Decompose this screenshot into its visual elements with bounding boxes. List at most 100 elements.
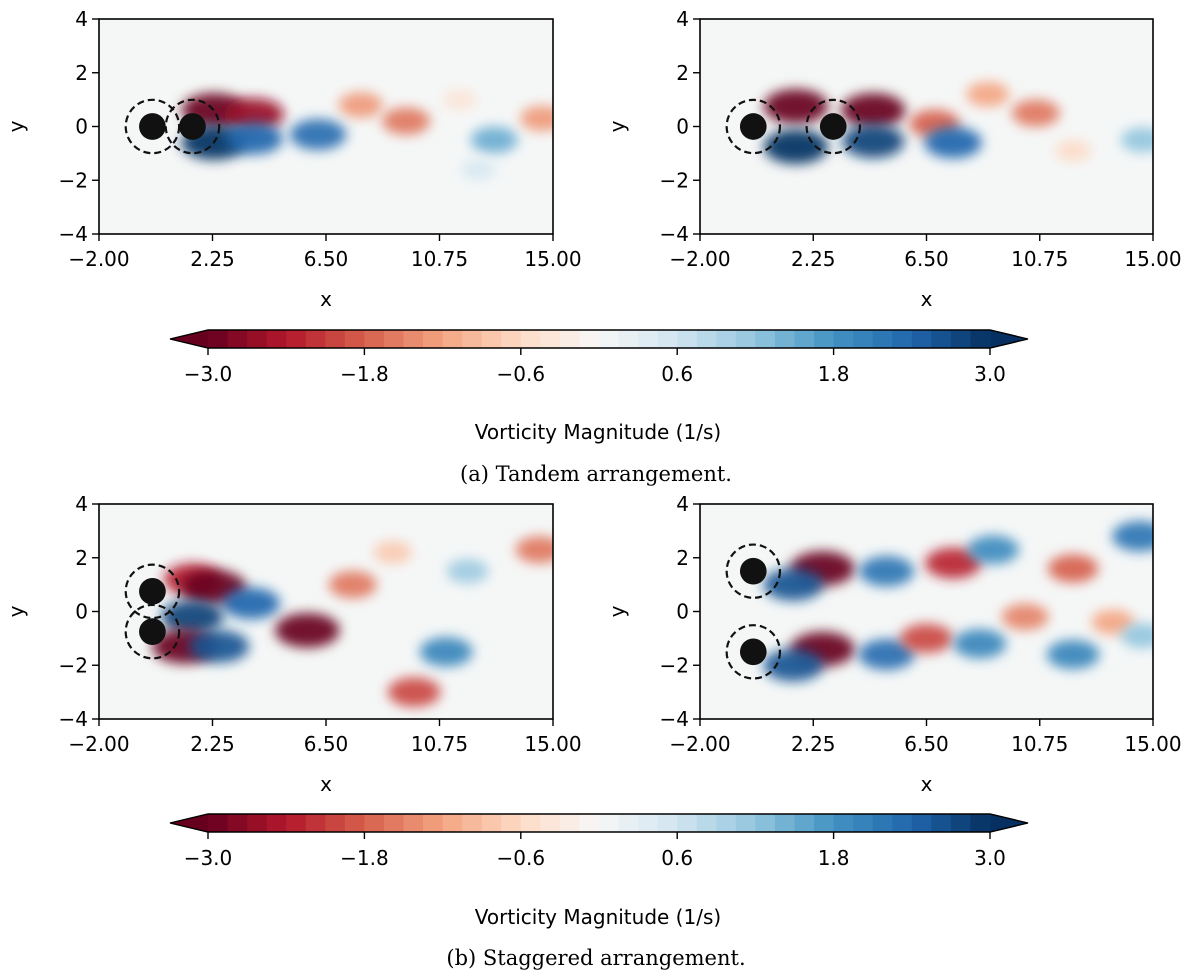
colorbar-tick-label-4: 1.8 xyxy=(818,846,850,870)
colorbar-level-38 xyxy=(950,814,972,832)
plot-background xyxy=(700,504,1153,719)
colorbar-level-9 xyxy=(383,814,405,832)
caption-staggered: (b) Staggered arrangement. xyxy=(446,946,746,970)
y-axis-label: y xyxy=(4,605,28,617)
vortex-9 xyxy=(858,639,915,670)
colorbar-level-14 xyxy=(481,814,502,832)
colorbar-level-8 xyxy=(364,330,385,348)
y-tick-label-2: 0 xyxy=(676,115,689,139)
vortex-7 xyxy=(1047,554,1099,583)
colorbar-tick-label-2: −0.6 xyxy=(497,846,546,870)
colorbar-level-20 xyxy=(599,814,620,832)
colorbar-level-23 xyxy=(657,330,678,348)
x-tick-label-4: 15.00 xyxy=(524,732,581,756)
vortex-5 xyxy=(925,547,982,579)
colorbar-level-27 xyxy=(735,330,756,348)
vortex-10 xyxy=(419,637,473,667)
x-tick-label-4: 15.00 xyxy=(1124,247,1181,271)
colorbar-level-4 xyxy=(286,814,307,832)
y-axis-label: y xyxy=(605,605,629,617)
colorbar-level-2 xyxy=(247,814,268,832)
colorbar-level-30 xyxy=(794,330,815,348)
colorbar-level-11 xyxy=(423,814,444,832)
colorbar-tick-label-2: −0.6 xyxy=(497,362,546,386)
cylinder-1 xyxy=(139,618,166,646)
vortex-1 xyxy=(840,93,906,128)
x-tick-label-4: 15.00 xyxy=(524,247,581,271)
x-tick-label-4: 15.00 xyxy=(1124,732,1181,756)
x-tick-label-2: 6.50 xyxy=(304,247,349,271)
panel-tandem-left: −2.00 2.25 6.50 10.75 15.00 −4 −2 0 2 4 x y xyxy=(4,7,582,311)
vortex-10 xyxy=(900,623,953,654)
colorbar-level-26 xyxy=(716,330,737,348)
colorbar-level-31 xyxy=(814,814,835,832)
vortex-1 xyxy=(223,98,284,131)
y-tick-label-4: 4 xyxy=(75,7,88,31)
cylinder-0 xyxy=(139,113,166,140)
colorbar-level-26 xyxy=(716,814,737,832)
x-tick-label-1: 2.25 xyxy=(190,247,235,271)
x-tick-label-2: 6.50 xyxy=(304,732,349,756)
colorbar-level-15 xyxy=(501,330,522,348)
x-axis-label: x xyxy=(921,287,933,311)
colorbar-level-5 xyxy=(305,330,326,348)
vortex-13 xyxy=(1046,639,1100,670)
x-tick-label-1: 2.25 xyxy=(791,732,836,756)
colorbar-extend-max xyxy=(990,330,1028,348)
colorbar-level-35 xyxy=(892,814,913,832)
vortex-1 xyxy=(763,568,824,601)
colorbar-tick-label-1: −1.8 xyxy=(340,362,389,386)
cylinder-dashed-ring-1 xyxy=(164,98,221,155)
cylinder-dashed-ring-1 xyxy=(725,624,782,680)
colorbar-level-17 xyxy=(540,814,561,832)
vortex-0 xyxy=(763,89,829,124)
colorbar-level-3 xyxy=(266,330,287,348)
colorbar-level-37 xyxy=(931,814,952,832)
colorbar-level-35 xyxy=(892,330,913,348)
vortex-9 xyxy=(460,158,496,181)
y-tick-label-4: 4 xyxy=(676,7,689,31)
vortex-4 xyxy=(289,119,347,151)
x-tick-label-0: −2.00 xyxy=(669,247,730,271)
y-tick-label-1: −2 xyxy=(59,168,88,192)
colorbar-level-27 xyxy=(735,814,756,832)
colorbar-level-39 xyxy=(970,814,991,832)
vortex-6 xyxy=(274,612,340,648)
cylinder-dashed-ring-1 xyxy=(805,98,861,155)
x-tick-label-2: 6.50 xyxy=(904,247,949,271)
colorbar-level-25 xyxy=(696,330,717,348)
cylinder-0 xyxy=(739,557,767,585)
vortex-11 xyxy=(953,629,1007,659)
colorbar-level-23 xyxy=(657,814,678,832)
y-tick-label-1: −2 xyxy=(660,653,689,677)
cylinder-dashed-ring-1 xyxy=(124,603,181,660)
colorbar-label-bottom: Vorticity Magnitude (1/s) xyxy=(474,905,722,929)
colorbar-level-18 xyxy=(559,330,581,348)
cylinder-dashed-ring-0 xyxy=(124,563,181,620)
colorbar-tick-label-0: −3.0 xyxy=(184,846,233,870)
colorbar-level-31 xyxy=(814,330,835,348)
vortex-7 xyxy=(328,571,377,599)
colorbar-level-14 xyxy=(481,330,502,348)
y-tick-label-3: 2 xyxy=(676,61,689,85)
colorbar-level-18 xyxy=(559,814,581,832)
x-tick-label-3: 10.75 xyxy=(1011,247,1068,271)
plot-area xyxy=(99,504,553,719)
colorbar-level-37 xyxy=(931,330,952,348)
vortex-5 xyxy=(338,92,384,118)
colorbar-level-17 xyxy=(540,330,561,348)
vortex-2 xyxy=(763,129,829,164)
colorbar-level-24 xyxy=(677,814,698,832)
colorbar-extend-min xyxy=(170,330,208,348)
colorbar-level-33 xyxy=(853,330,874,348)
vortex-8 xyxy=(373,540,413,564)
colorbar-level-16 xyxy=(520,330,541,348)
colorbar-level-0 xyxy=(208,330,229,348)
colorbar-level-2 xyxy=(247,330,268,348)
colorbar-level-8 xyxy=(364,814,385,832)
vortex-2 xyxy=(161,600,224,634)
colorbar-level-19 xyxy=(579,330,600,348)
plot-area xyxy=(99,19,553,234)
vortex-3 xyxy=(842,124,905,159)
colorbar-level-39 xyxy=(970,330,991,348)
